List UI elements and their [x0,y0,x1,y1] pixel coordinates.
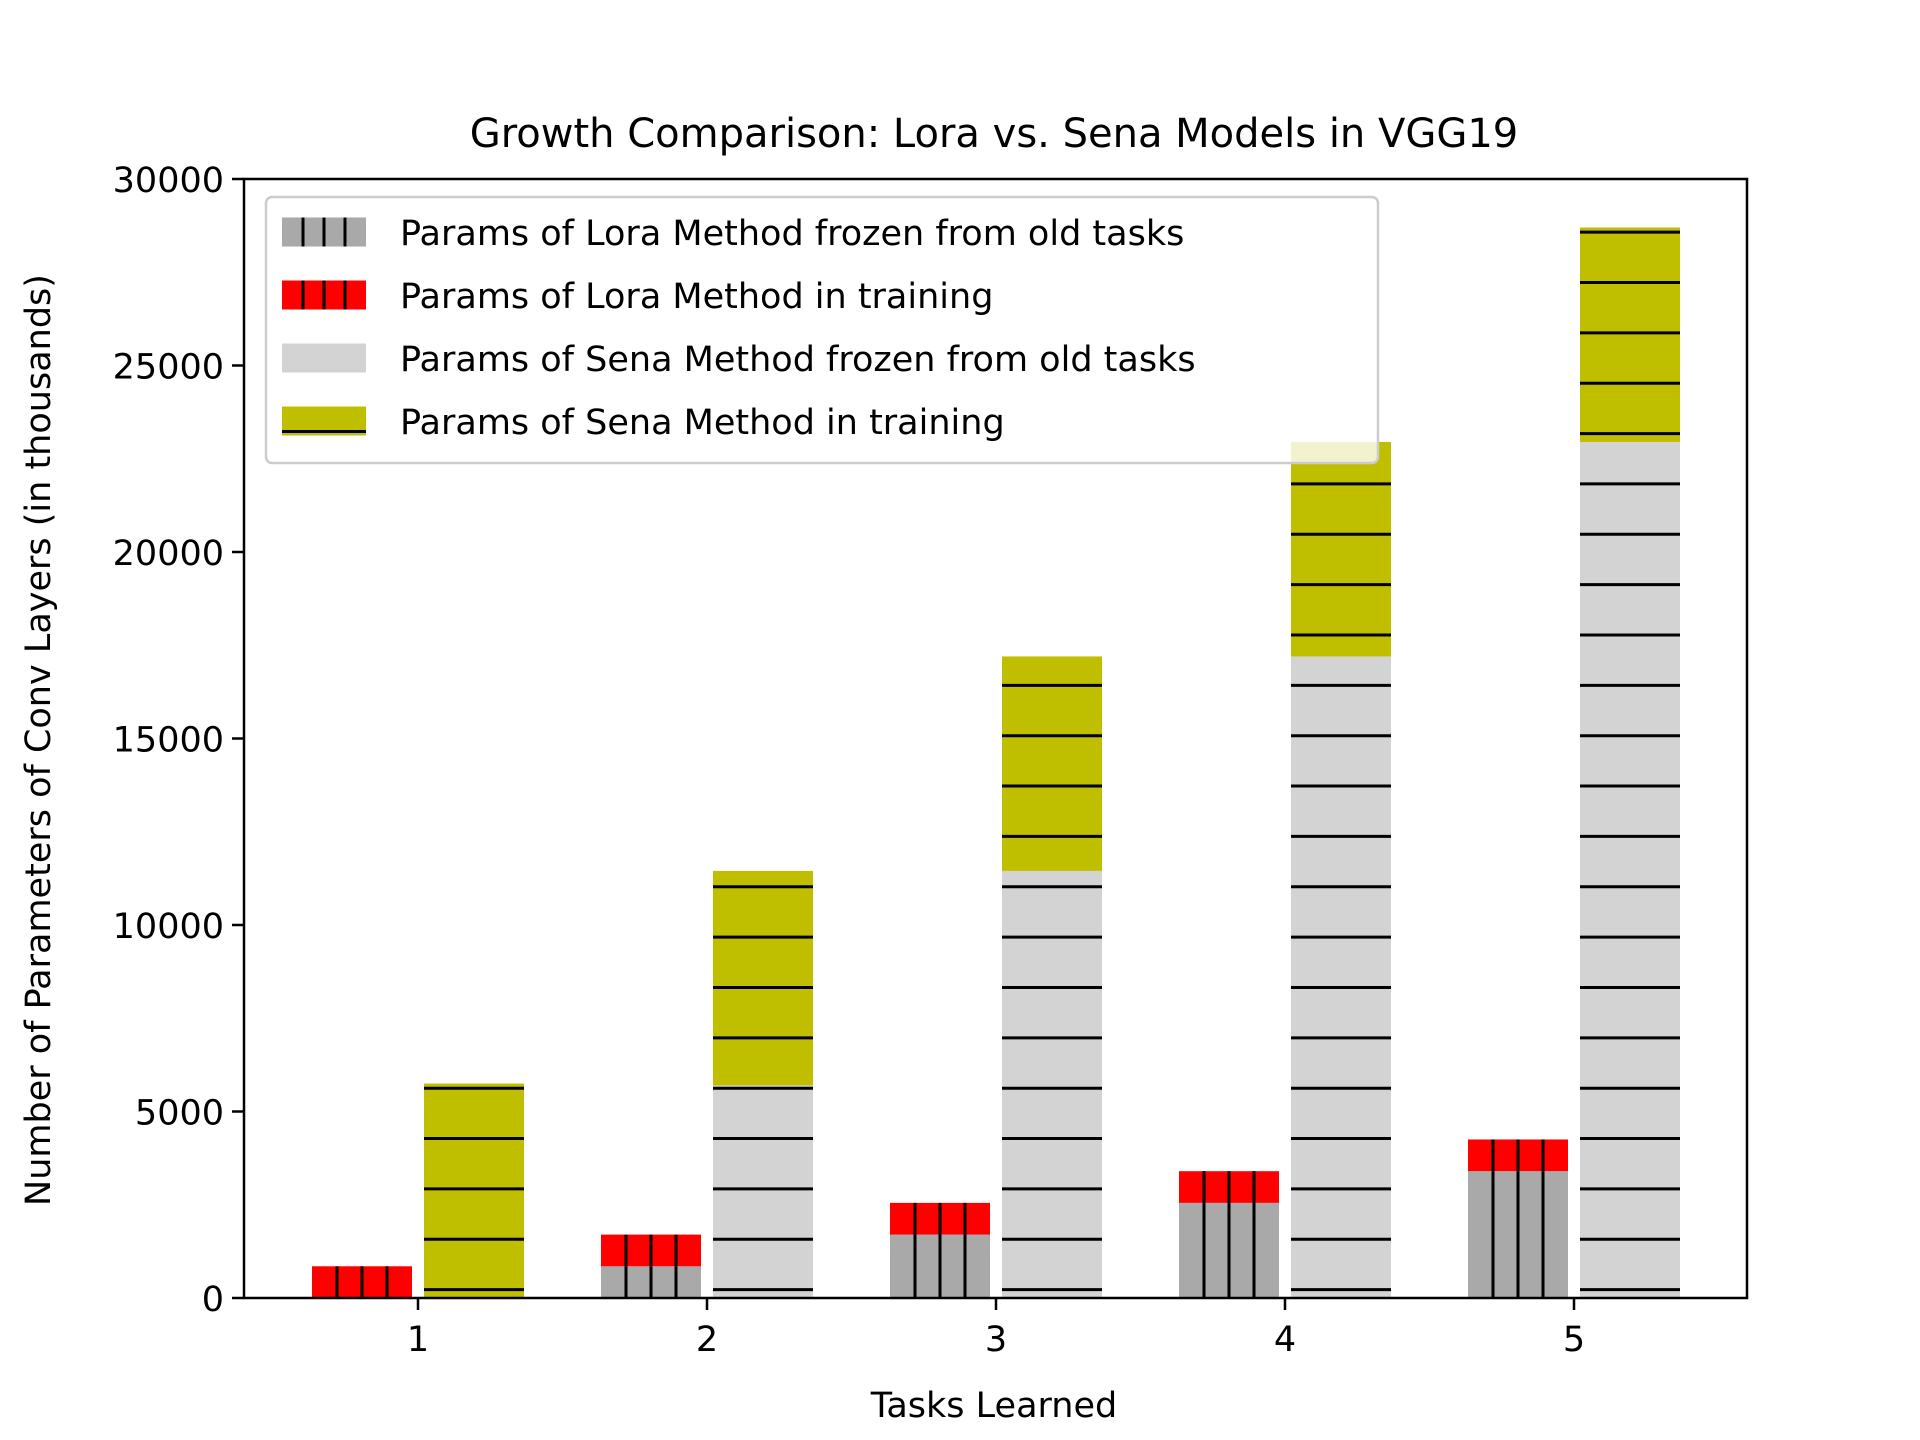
legend: Params of Lora Method frozen from old ta… [264,195,1380,465]
x-tick-label: 2 [696,1320,718,1360]
chart-title: Growth Comparison: Lora vs. Sena Models … [470,111,1519,157]
legend-box [264,195,1380,465]
sena-bar-segment [424,1083,524,1298]
legend-label: Params of Sena Method in training [400,403,1005,443]
x-tick-label: 4 [1274,1320,1296,1360]
y-axis-label: Number of Parameters of Conv Layers (in … [19,274,59,1206]
x-tick-label: 1 [407,1320,429,1360]
y-tick-label: 30000 [113,161,224,201]
y-tick-label: 25000 [113,348,224,388]
x-tick-label: 5 [1563,1320,1585,1360]
legend-label: Params of Sena Method frozen from old ta… [400,340,1196,380]
legend-label: Params of Lora Method in training [400,277,993,317]
y-tick-label: 20000 [113,534,224,574]
legend-label: Params of Lora Method frozen from old ta… [400,214,1184,254]
y-tick-label: 5000 [135,1094,224,1134]
sena-bar-segment [1002,870,1102,1298]
y-tick-label: 0 [202,1280,224,1320]
sena-bar-segment [1580,227,1680,442]
sena-bar-segment [1580,441,1680,1299]
legend-swatch [282,343,366,373]
x-tick-label: 3 [985,1320,1007,1360]
sena-bar-segment [1002,656,1102,871]
axes-layer: 0 5000 10000 15000 20000 25000 30000 1 2 3 4 5 [113,161,1749,1360]
sena-bar-segment [1291,656,1391,1298]
sena-bar-segment [1291,441,1391,657]
y-tick-label: 15000 [113,721,224,761]
x-axis-label: Tasks Learned [870,1386,1117,1426]
sena-bar-segment [713,1085,813,1298]
y-tick-label: 10000 [113,907,224,947]
sena-bar-segment [713,870,813,1086]
bars-layer [312,227,1680,1299]
